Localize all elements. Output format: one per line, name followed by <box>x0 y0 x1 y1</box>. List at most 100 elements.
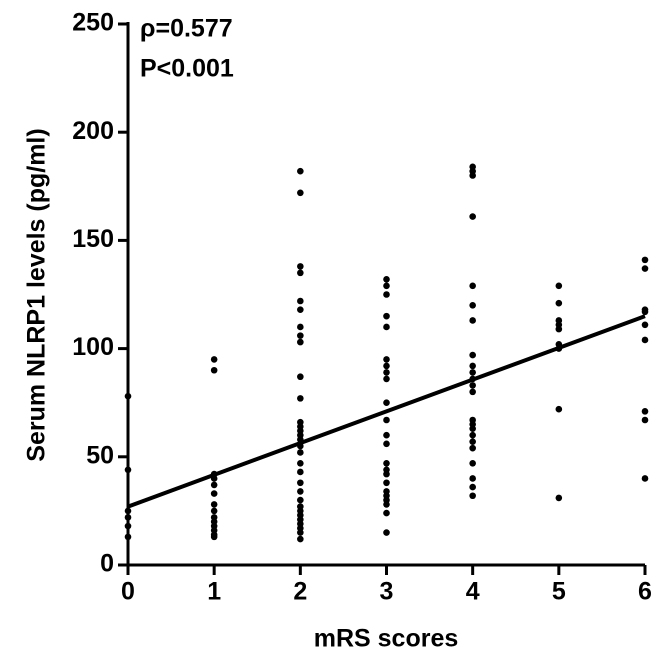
point <box>297 373 304 381</box>
point <box>383 399 390 407</box>
x-tick-label: 5 <box>552 578 566 606</box>
point <box>469 431 476 439</box>
point <box>383 431 390 439</box>
point <box>383 369 390 376</box>
point <box>469 475 476 482</box>
point <box>297 488 304 495</box>
point <box>124 533 132 541</box>
point <box>210 356 218 363</box>
point <box>469 351 476 359</box>
point <box>469 483 476 491</box>
point <box>383 509 390 517</box>
point <box>297 269 304 277</box>
point <box>383 440 390 448</box>
x-axis-label: mRS scores <box>314 625 459 653</box>
x-tick-label: 6 <box>638 578 652 606</box>
point <box>297 306 304 313</box>
point <box>297 479 304 487</box>
point <box>383 416 390 424</box>
point <box>297 535 304 543</box>
point <box>383 479 390 487</box>
point <box>297 323 304 331</box>
point <box>469 369 476 376</box>
point <box>469 362 476 370</box>
point <box>469 388 476 396</box>
point <box>469 172 476 179</box>
point <box>383 470 390 478</box>
point <box>210 507 218 515</box>
point <box>124 466 132 474</box>
point <box>124 392 132 400</box>
point <box>641 416 649 424</box>
point <box>210 366 218 374</box>
point <box>383 356 390 363</box>
x-tick-label: 3 <box>380 578 394 606</box>
fit-line <box>127 314 646 509</box>
point <box>641 336 649 344</box>
annotation: P<0.001 <box>140 55 234 83</box>
point <box>469 317 476 324</box>
point <box>469 425 476 432</box>
point <box>297 395 304 402</box>
point <box>297 468 304 476</box>
point <box>383 529 390 536</box>
point <box>383 323 390 331</box>
point <box>555 405 563 413</box>
point <box>210 481 218 489</box>
point <box>297 263 304 270</box>
point <box>383 282 390 290</box>
point <box>641 408 649 415</box>
point <box>469 438 476 445</box>
point <box>297 449 304 456</box>
point <box>641 321 649 329</box>
point <box>124 507 132 515</box>
point <box>383 291 390 298</box>
y-tick-label: 200 <box>72 117 114 145</box>
x-tick-label: 0 <box>121 578 135 606</box>
point <box>383 276 390 283</box>
point <box>555 325 563 333</box>
y-tick-label: 150 <box>72 225 114 253</box>
point <box>383 459 390 467</box>
point <box>383 312 390 320</box>
y-tick-label: 250 <box>72 9 114 37</box>
point <box>641 265 649 272</box>
point <box>210 490 218 497</box>
x-tick-label: 2 <box>293 578 307 606</box>
point <box>210 501 218 508</box>
y-axis-label: Serum NLRP1 levels (pg/ml) <box>23 128 51 461</box>
point <box>124 514 132 521</box>
point <box>469 492 476 500</box>
y-tick-label: 0 <box>100 550 114 578</box>
point <box>297 167 304 175</box>
point <box>555 299 563 307</box>
point <box>297 496 304 504</box>
x-tick-label: 1 <box>207 578 221 606</box>
point <box>383 362 390 370</box>
point <box>297 529 304 536</box>
annotation: ρ=0.577 <box>140 15 233 43</box>
point <box>555 494 563 502</box>
point <box>469 444 476 452</box>
point <box>469 213 476 220</box>
point <box>297 459 304 467</box>
point <box>383 501 390 508</box>
point <box>555 282 563 290</box>
point <box>641 256 649 264</box>
point <box>469 302 476 309</box>
point <box>383 375 390 383</box>
x-tick-label: 4 <box>466 578 480 606</box>
point <box>297 189 304 197</box>
point <box>297 297 304 305</box>
point <box>641 308 649 316</box>
point <box>210 533 218 541</box>
point <box>297 332 304 339</box>
point <box>469 282 476 290</box>
point <box>469 459 476 467</box>
point <box>297 338 304 346</box>
point <box>124 522 132 530</box>
point <box>641 475 649 482</box>
point <box>469 382 476 389</box>
y-tick-label: 50 <box>86 441 114 469</box>
